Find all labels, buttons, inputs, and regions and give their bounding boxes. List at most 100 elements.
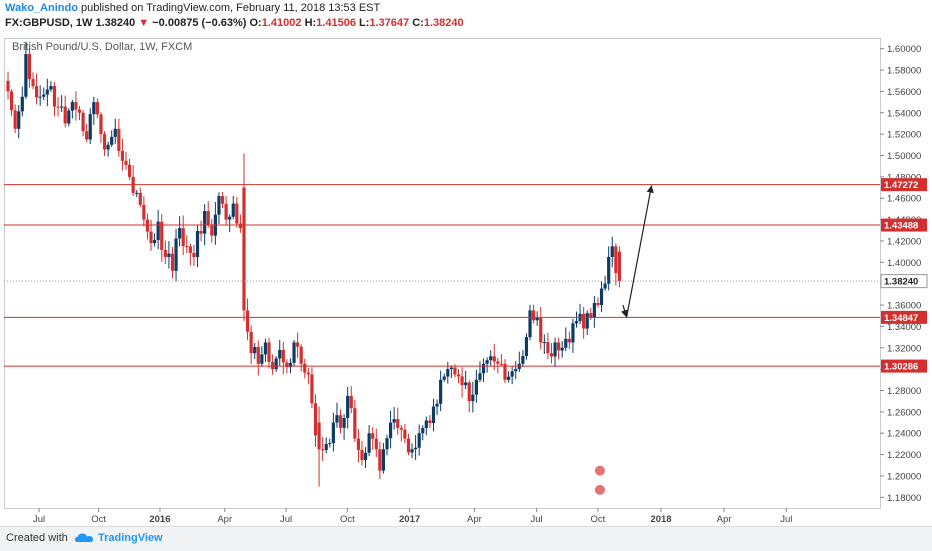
candle-body (510, 371, 514, 377)
candle-body (217, 196, 221, 215)
level-price-label: 1.30286 (884, 362, 918, 373)
tradingview-logo-icon[interactable] (74, 531, 94, 550)
y-tick-label: 1.22000 (887, 450, 921, 461)
candle-body (56, 106, 60, 108)
x-tick-label: Jul (33, 514, 45, 525)
candle-body (489, 356, 493, 361)
candle-body (296, 342, 300, 347)
candle-body (567, 338, 571, 343)
candle-body (431, 406, 436, 424)
candle-body (506, 376, 511, 380)
candle-body (181, 228, 185, 247)
y-tick-label: 1.48000 (887, 172, 921, 183)
candle-body (557, 342, 561, 351)
candle-body (346, 395, 350, 419)
candle-body (52, 86, 57, 107)
candle-body (24, 54, 28, 97)
y-tick-label: 1.46000 (887, 194, 921, 205)
candle-body (185, 246, 189, 248)
candle-body (106, 144, 110, 150)
candle-body (174, 238, 178, 271)
candle-body (442, 376, 446, 380)
down-triangle-icon: ▼ (138, 17, 150, 29)
high-label: H: (304, 17, 317, 29)
y-tick-label: 1.40000 (887, 258, 921, 269)
x-tick-label: Oct (591, 514, 606, 525)
candle-body (274, 358, 278, 370)
candle-body (417, 433, 421, 448)
y-tick-label: 1.20000 (887, 471, 921, 482)
candle-body (385, 438, 389, 450)
candle-body (113, 128, 117, 137)
candle-body (592, 302, 596, 318)
candle-body (338, 415, 343, 428)
candle-body (206, 211, 210, 226)
candle-body (471, 394, 475, 402)
candle-body (260, 354, 264, 364)
candle-body (607, 256, 611, 284)
x-tick-label: Oct (340, 514, 355, 525)
projection-arrow (621, 304, 629, 318)
open-label: O: (249, 17, 262, 29)
candle-body (428, 420, 432, 424)
candle-body (564, 338, 568, 348)
candle-body (553, 342, 557, 357)
y-tick-label: 1.18000 (887, 493, 921, 504)
candle-body (31, 79, 35, 87)
author-link[interactable]: Wako_Anindo (5, 2, 78, 14)
candle-body (170, 253, 175, 271)
candle-body (210, 225, 214, 236)
candle-body (77, 109, 82, 113)
candle-body (195, 230, 200, 257)
candle-body (574, 321, 579, 324)
low-label: L: (359, 17, 370, 29)
candle-body (542, 342, 546, 344)
candle-body (85, 131, 89, 140)
chart-area[interactable]: British Pound/U.S. Dollar, 1W, FXCM 1.180… (4, 36, 928, 526)
chart-title: British Pound/U.S. Dollar, 1W, FXCM (12, 41, 192, 53)
candle-body (328, 443, 332, 445)
candle-body (178, 228, 182, 239)
candle-body (435, 403, 439, 407)
candle-body (231, 203, 235, 217)
candle-body (249, 331, 253, 354)
candle-body (589, 313, 593, 318)
candle-body (253, 347, 257, 354)
last-price-label: 1.38240 (884, 277, 918, 288)
candle-body (367, 433, 371, 453)
y-tick-label: 1.58000 (887, 66, 921, 77)
candle-body (306, 372, 310, 375)
candle-body (321, 449, 325, 451)
level-price-tag (881, 218, 927, 232)
candle-body (235, 203, 239, 224)
x-tick-label: Jul (531, 514, 543, 525)
candle-body (167, 253, 171, 257)
low-value: 1.37647 (369, 17, 410, 29)
x-tick-label: Apr (467, 514, 482, 525)
candle-body (45, 89, 49, 95)
candle-body (532, 310, 536, 321)
candle-body (228, 216, 232, 220)
candle-body (245, 310, 250, 332)
candle-body (481, 363, 486, 374)
candle-body (571, 323, 575, 343)
candle-body (363, 452, 368, 460)
candle-body (406, 438, 411, 453)
y-tick-label: 1.54000 (887, 108, 921, 119)
level-price-label: 1.34847 (884, 313, 918, 324)
candle-body (35, 86, 39, 98)
price-chart[interactable]: British Pound/U.S. Dollar, 1W, FXCM 1.180… (4, 36, 928, 526)
candle-body (99, 114, 103, 135)
candle-body (424, 420, 428, 428)
candle-body (596, 302, 600, 306)
tradingview-brand[interactable]: TradingView (98, 532, 163, 544)
level-price-tag (881, 310, 927, 324)
candle-body (585, 313, 589, 329)
candle-body (410, 449, 414, 453)
candle-body (281, 349, 285, 363)
candle-body (288, 362, 293, 367)
candle-body (603, 283, 607, 289)
plot-border (4, 38, 881, 509)
candle-body (453, 367, 457, 375)
candle-body (353, 408, 357, 439)
